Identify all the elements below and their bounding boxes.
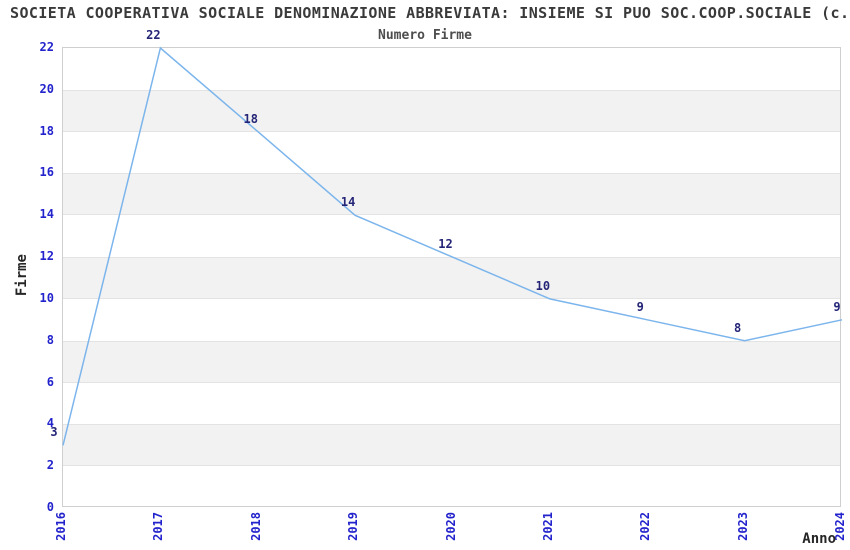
y-tick-label: 4 — [46, 416, 54, 431]
point-label: 8 — [734, 320, 742, 335]
y-tick-label: 2 — [46, 458, 54, 473]
y-tick-label: 10 — [39, 290, 54, 305]
grid-band — [63, 424, 840, 467]
y-tick-label: 0 — [46, 500, 54, 514]
y-tick-label: 20 — [39, 81, 54, 96]
point-label: 10 — [535, 278, 551, 293]
x-tick-label: 2022 — [638, 512, 653, 541]
chart-subtitle: Numero Firme — [378, 28, 472, 43]
x-axis-label: Anno — [802, 531, 836, 547]
y-tick-label: 6 — [46, 374, 54, 389]
x-tick-label: 2017 — [151, 512, 166, 541]
y-tick-label: 12 — [39, 249, 54, 264]
grid-band — [63, 340, 840, 383]
y-tick-label: 22 — [39, 40, 54, 54]
grid-band — [63, 257, 840, 299]
point-label: 3 — [50, 425, 58, 440]
x-tick-label: 2020 — [443, 512, 458, 541]
y-tick-label: 14 — [39, 207, 54, 222]
line-series — [62, 46, 843, 446]
x-tick-label: 2019 — [346, 512, 361, 541]
y-tick-label: 8 — [46, 332, 54, 347]
point-label: 12 — [438, 237, 453, 252]
point-label: 18 — [243, 111, 258, 126]
y-axis-label: Firme — [14, 254, 30, 297]
x-tick-label: 2018 — [248, 512, 263, 541]
x-tick-label: 2016 — [54, 512, 68, 541]
point-label: 22 — [146, 28, 161, 42]
x-tick-label: 2023 — [735, 512, 750, 541]
point-label: 14 — [340, 195, 356, 210]
y-tick-label: 16 — [39, 165, 54, 180]
plot-area — [62, 46, 843, 507]
x-tick-label: 2021 — [540, 512, 555, 541]
y-tick-label: 18 — [39, 123, 54, 138]
point-label: 9 — [636, 299, 644, 314]
grid-band — [63, 173, 840, 216]
chart-title: PUO SOCIETA COOPERATIVA SOCIALE DENOMINA… — [0, 4, 850, 22]
grid-band — [63, 89, 840, 132]
point-label: 9 — [833, 299, 841, 314]
